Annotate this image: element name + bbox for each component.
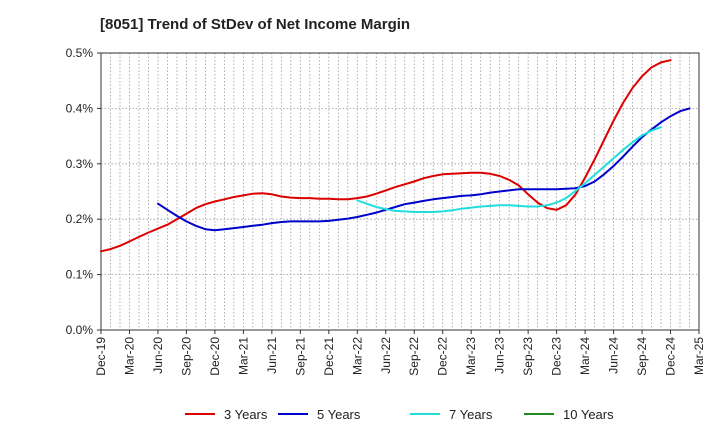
x-tick-label: Dec-22 (436, 337, 450, 376)
legend-label: 10 Years (563, 407, 614, 422)
series-lines (100, 59, 691, 253)
x-tick-label: Dec-21 (322, 337, 336, 376)
x-tick-label: Dec-20 (208, 337, 222, 376)
legend-label: 5 Years (317, 407, 361, 422)
x-tick-label: Sep-23 (521, 337, 535, 376)
x-tick-label: Jun-23 (493, 337, 507, 374)
y-tick-label: 0.2% (66, 212, 94, 226)
x-tick-label: Mar-20 (122, 337, 136, 375)
y-axis-ticks: 0.0% 0.1% 0.2% 0.3% 0.4% 0.5% (66, 46, 101, 337)
y-tick-label: 0.1% (66, 268, 94, 282)
legend-label: 3 Years (224, 407, 268, 422)
x-tick-label: Sep-24 (635, 337, 649, 376)
y-tick-label: 0.3% (66, 157, 94, 171)
x-axis-ticks: Dec-19 Mar-20 Jun-20 Sep-20 Dec-20 Mar-21 Jun-… (94, 330, 706, 376)
x-tick-label: Sep-22 (407, 337, 421, 376)
y-tick-label: 0.0% (66, 323, 94, 337)
chart-title: [8051] Trend of StDev of Net Income Marg… (100, 16, 411, 33)
x-tick-label: Dec-19 (94, 337, 108, 376)
grid-lines (101, 53, 699, 330)
x-tick-label: Dec-23 (550, 337, 564, 376)
legend: 3 Years 5 Years 7 Years 10 Years (185, 407, 614, 422)
axes (100, 52, 700, 331)
series-line-5-years (157, 107, 691, 232)
x-tick-label: Jun-22 (379, 337, 393, 374)
y-tick-label: 0.4% (66, 101, 94, 115)
y-tick-label: 0.5% (66, 46, 94, 60)
x-tick-label: Mar-24 (578, 337, 592, 375)
x-tick-label: Sep-21 (293, 337, 307, 376)
x-tick-label: Mar-21 (236, 337, 250, 375)
x-tick-label: Mar-22 (350, 337, 364, 375)
x-tick-label: Jun-20 (151, 337, 165, 374)
x-tick-label: Sep-20 (179, 337, 193, 376)
plot-frame (100, 52, 700, 331)
x-tick-label: Jun-21 (265, 337, 279, 374)
series-line-7-years (356, 126, 662, 213)
x-tick-label: Jun-24 (607, 337, 621, 374)
x-tick-label: Mar-23 (464, 337, 478, 375)
x-tick-label: Mar-25 (692, 337, 706, 375)
x-tick-label: Dec-24 (664, 337, 678, 376)
legend-label: 7 Years (449, 407, 493, 422)
series-line-3-years (100, 59, 672, 253)
